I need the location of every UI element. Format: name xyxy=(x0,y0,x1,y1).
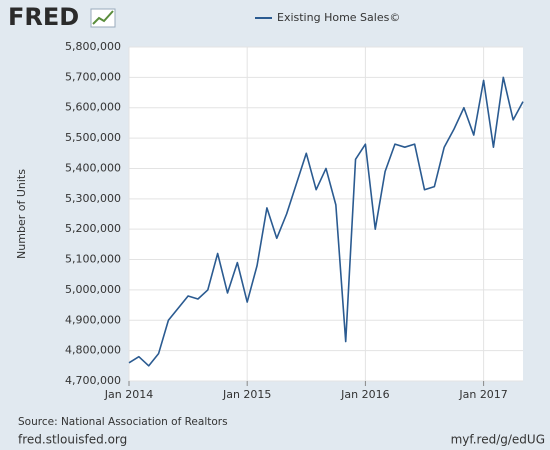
x-tick-label: Jan 2017 xyxy=(458,388,507,401)
source: Source: National Association of Realtors xyxy=(18,416,228,428)
x-tick-label: Jan 2014 xyxy=(104,388,153,401)
y-tick-label: 5,200,000 xyxy=(65,222,121,235)
y-tick-label: 5,500,000 xyxy=(65,131,121,144)
x-tick-label: Jan 2015 xyxy=(222,388,271,401)
y-tick-label: 5,300,000 xyxy=(65,192,121,205)
y-tick-label: 5,800,000 xyxy=(65,40,121,53)
logo-box xyxy=(90,8,116,28)
y-tick-label: 5,600,000 xyxy=(65,101,121,114)
data-line xyxy=(128,76,524,367)
short-url: myf.red/g/edUG xyxy=(451,433,545,447)
plot-area xyxy=(129,47,523,381)
y-tick-label: 5,700,000 xyxy=(65,70,121,83)
y-tick-label: 4,900,000 xyxy=(65,313,121,326)
site: fred.stlouisfed.org xyxy=(18,433,127,447)
y-tick-label: 4,700,000 xyxy=(65,374,121,387)
y-tick-label: 5,400,000 xyxy=(65,161,121,174)
y-tick-label: 5,000,000 xyxy=(65,283,121,296)
y-tick-label: 4,800,000 xyxy=(65,344,121,357)
y-tick-label: 5,100,000 xyxy=(65,253,121,266)
y-axis-label: Number of Units xyxy=(15,169,28,259)
logo-line xyxy=(92,10,114,25)
logo-icon xyxy=(90,8,116,28)
x-tick-label: Jan 2016 xyxy=(340,388,389,401)
logo: FRED xyxy=(8,3,79,31)
legend-label: Existing Home Sales© xyxy=(277,11,400,24)
